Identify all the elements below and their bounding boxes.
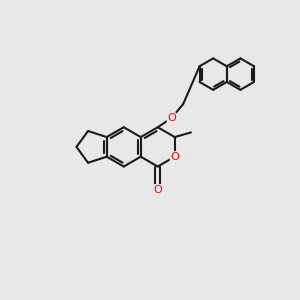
Text: O: O: [167, 113, 176, 123]
Text: O: O: [153, 184, 162, 195]
Text: O: O: [170, 152, 179, 162]
